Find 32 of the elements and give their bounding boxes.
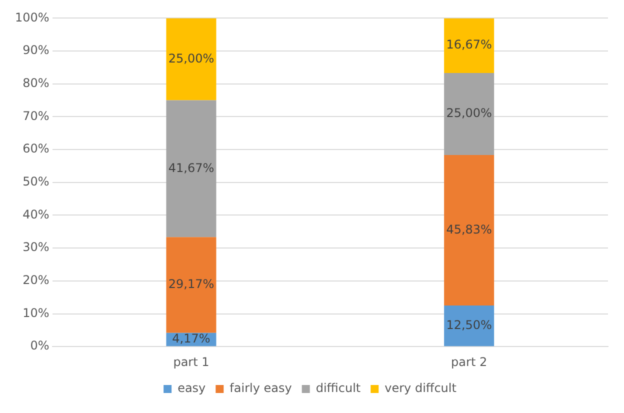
data-label: 45,83%: [446, 222, 492, 236]
y-tick-label: 60%: [22, 142, 50, 156]
y-tick-label: 50%: [22, 174, 50, 189]
y-tick-label: 40%: [22, 207, 50, 222]
bar: [166, 237, 216, 333]
bar: [444, 18, 494, 73]
x-tick-label: part 2: [451, 354, 488, 369]
y-tick-label: 90%: [22, 43, 50, 58]
legend-label: easy: [178, 381, 206, 396]
legend-label: difficult: [316, 381, 361, 396]
x-tick-label: part 1: [173, 354, 210, 369]
y-tick-label: 70%: [22, 108, 50, 123]
bar: [444, 306, 494, 346]
data-label: 25,00%: [168, 51, 214, 66]
y-tick-label: 0%: [30, 338, 50, 353]
y-tick-label: 10%: [22, 306, 50, 320]
bar: [166, 100, 216, 238]
data-label: 12,50%: [446, 318, 492, 332]
legend-label: fairly easy: [230, 381, 292, 396]
legend-label: very diffcult: [384, 381, 457, 396]
bar: [444, 72, 494, 156]
bar: [444, 155, 494, 306]
y-tick-label: 100%: [14, 10, 50, 24]
data-label: 16,67%: [446, 38, 492, 52]
data-label: 29,17%: [168, 277, 214, 292]
y-tick-label: 80%: [22, 76, 50, 90]
data-label: 4,17%: [172, 332, 210, 346]
data-label: 25,00%: [446, 106, 492, 120]
y-tick-label: 20%: [22, 273, 50, 288]
data-label: 41,67%: [168, 160, 214, 175]
y-tick-label: 30%: [22, 240, 50, 254]
bar: [166, 18, 216, 100]
